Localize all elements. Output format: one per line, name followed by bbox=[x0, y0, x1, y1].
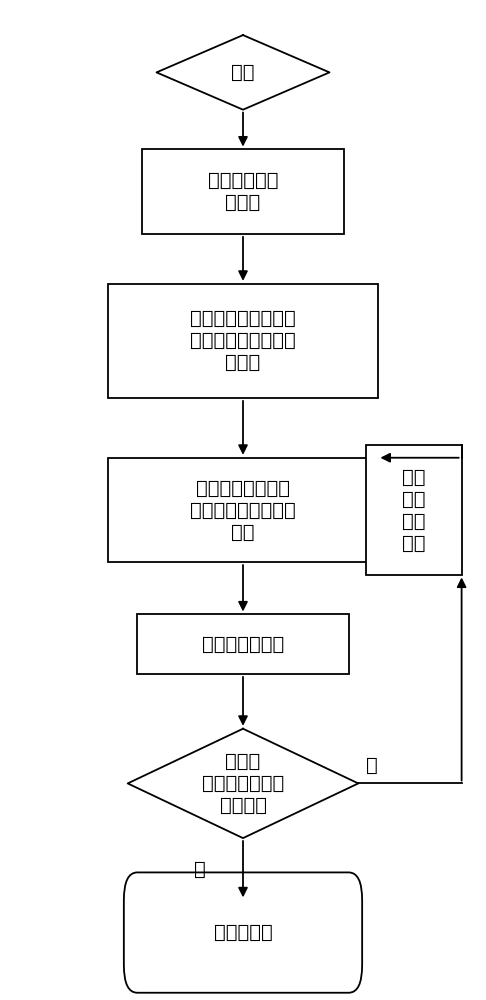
Bar bbox=[108, 458, 378, 562]
Polygon shape bbox=[128, 729, 358, 838]
Text: 新种
群代
替旧
种群: 新种 群代 替旧 种群 bbox=[402, 467, 425, 552]
Bar bbox=[138, 614, 348, 674]
Text: 编码，产生初
始种群: 编码，产生初 始种群 bbox=[208, 171, 278, 212]
Text: 开始: 开始 bbox=[231, 63, 255, 82]
Bar bbox=[108, 284, 378, 398]
Text: 各个体
适应度是否满足
进化指标: 各个体 适应度是否满足 进化指标 bbox=[202, 752, 284, 815]
Text: 否: 否 bbox=[365, 756, 378, 775]
Text: 根据约束条件以及目
标函数，计算各个体
适应度: 根据约束条件以及目 标函数，计算各个体 适应度 bbox=[190, 309, 296, 372]
Text: 根据适应度选择个
体，进行杂交、变异
操作: 根据适应度选择个 体，进行杂交、变异 操作 bbox=[190, 478, 296, 541]
Text: 得到最优解: 得到最优解 bbox=[214, 923, 272, 942]
Text: 是: 是 bbox=[194, 860, 206, 879]
Polygon shape bbox=[156, 35, 330, 110]
Bar bbox=[365, 445, 462, 575]
FancyBboxPatch shape bbox=[124, 872, 362, 993]
Text: 产生新一代种群: 产生新一代种群 bbox=[202, 635, 284, 654]
Bar bbox=[142, 149, 344, 234]
